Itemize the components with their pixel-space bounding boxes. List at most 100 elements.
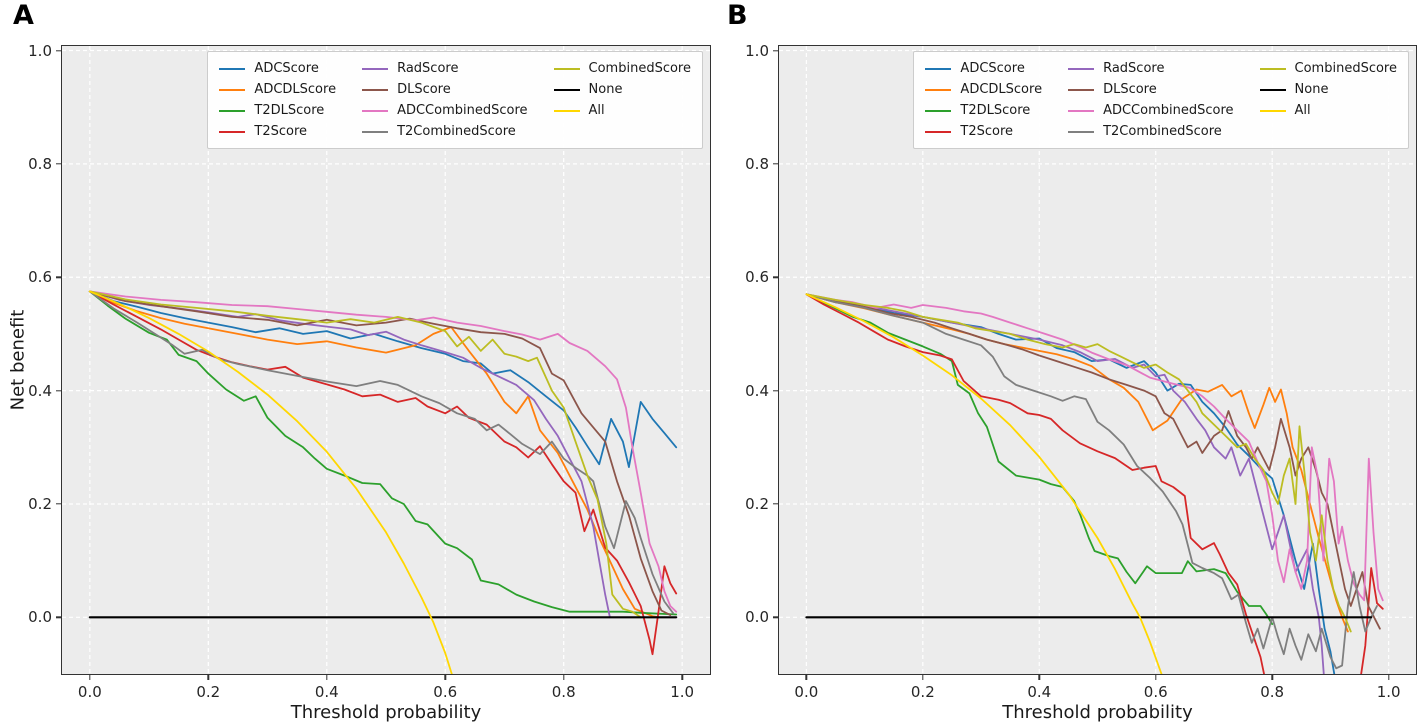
x-tick-label: 1.0	[670, 683, 695, 701]
legend-swatch-DLScore	[362, 88, 389, 91]
legend-swatch-T2DLScore	[219, 109, 246, 112]
legend-item-T2Score: T2Score	[925, 124, 1042, 139]
legend-swatch-All	[1259, 109, 1286, 112]
legend-item-ADCDLScore: ADCDLScore	[219, 82, 336, 97]
x-tick-label: 0.4	[314, 683, 339, 701]
legend-label: RadScore	[397, 61, 459, 76]
x-tick	[326, 675, 328, 680]
legend-swatch-DLScore	[1068, 88, 1095, 91]
legend-label: CombinedScore	[588, 61, 691, 76]
x-tick	[207, 675, 209, 680]
y-tick	[773, 389, 778, 392]
legend-item-DLScore: DLScore	[362, 82, 527, 97]
legend-item-T2DLScore: T2DLScore	[219, 103, 336, 118]
legend-label: DLScore	[1103, 82, 1157, 97]
legend-label: ADCDLScore	[960, 82, 1043, 97]
y-tick-label: 1.0	[745, 41, 769, 60]
legend-a: ADCScore ADCDLScore T2DLScore T2Score RadSco…	[207, 51, 703, 149]
legend-item-T2CombinedScore: T2CombinedScore	[1068, 124, 1233, 139]
y-tick-label: 0.8	[28, 154, 52, 173]
plot-svg-A	[62, 46, 710, 674]
legend-label: ADCCombinedScore	[397, 103, 528, 118]
x-tick-label: 0.2	[910, 683, 935, 701]
x-tick	[1155, 675, 1157, 680]
y-tick-label: 0.4	[745, 381, 769, 400]
legend-swatch-ADCScore	[219, 67, 246, 70]
series-T2Score	[805, 293, 1384, 674]
x-tick-label: 0.6	[433, 683, 458, 701]
series-All	[88, 290, 453, 674]
y-tick	[56, 276, 61, 278]
series-T2Score	[88, 290, 678, 656]
legend-label: T2DLScore	[254, 103, 325, 118]
legend-item-CombinedScore: CombinedScore	[1259, 61, 1397, 76]
legend-b: ADCScore ADCDLScore T2DLScore T2Score RadSco…	[913, 51, 1409, 149]
legend-item-None: None	[1259, 82, 1397, 97]
legend-item-ADCCombinedScore: ADCCombinedScore	[1068, 103, 1234, 118]
x-tick	[1387, 675, 1390, 680]
x-tick	[922, 675, 924, 680]
legend-label: All	[1294, 103, 1311, 118]
series-T2CombinedScore	[805, 293, 1378, 670]
y-tick	[773, 276, 778, 278]
legend-swatch-ADCScore	[925, 67, 952, 70]
series-CombinedScore	[88, 290, 642, 619]
x-tick-label: 0.6	[1143, 683, 1168, 701]
x-axis-label-a: Threshold probability	[290, 702, 482, 723]
y-tick-label: 0.8	[745, 154, 769, 173]
legend-item-All: All	[1259, 103, 1397, 118]
y-tick	[773, 163, 778, 165]
x-tick	[89, 675, 91, 680]
legend-label: CombinedScore	[1294, 61, 1397, 76]
x-tick-label: 1.0	[1376, 683, 1401, 701]
series-ADCScore	[88, 290, 678, 469]
y-axis-label-a: Net benefit	[7, 309, 29, 411]
legend-item-RadScore: RadScore	[1068, 61, 1233, 76]
x-tick	[805, 675, 808, 680]
series-T2DLScore	[88, 290, 678, 616]
y-tick	[773, 616, 778, 619]
panel-a-letter: A	[13, 0, 34, 31]
legend-swatch-All	[553, 109, 580, 112]
legend-label: DLScore	[397, 82, 451, 97]
legend-item-All: All	[553, 103, 691, 118]
legend-swatch-ADCDLScore	[925, 88, 952, 91]
x-tick-label: 0.2	[196, 683, 221, 701]
y-tick-label: 0.0	[745, 608, 769, 627]
series-DLScore	[805, 293, 1381, 630]
legend-label: RadScore	[1103, 61, 1165, 76]
x-tick	[1271, 675, 1273, 680]
legend-label: None	[588, 82, 623, 97]
legend-label: T2DLScore	[960, 103, 1031, 118]
legend-swatch-CombinedScore	[1259, 67, 1286, 70]
plot-svg-B	[779, 46, 1416, 674]
legend-item-ADCScore: ADCScore	[219, 61, 336, 76]
x-tick	[562, 675, 565, 680]
x-tick-label: 0.0	[77, 683, 102, 701]
legend-swatch-T2Score	[925, 130, 952, 133]
legend-swatch-CombinedScore	[553, 67, 580, 70]
y-tick	[773, 503, 778, 505]
plot-area-b: Threshold probability ADCScore ADCDLScore…	[745, 42, 1417, 723]
y-tick-label: 1.0	[28, 41, 52, 60]
y-tick-label: 0.6	[28, 268, 52, 287]
series-ADCDLScore	[88, 290, 660, 619]
series-All	[805, 293, 1163, 674]
x-tick	[1038, 675, 1040, 680]
x-axis-label-b: Threshold probability	[1002, 702, 1193, 723]
legend-swatch-None	[1259, 88, 1286, 91]
legend-label: All	[588, 103, 605, 118]
legend-swatch-T2DLScore	[925, 109, 952, 112]
legend-item-ADCDLScore: ADCDLScore	[925, 82, 1042, 97]
legend-label: ADCCombinedScore	[1103, 103, 1234, 118]
y-tick-label: 0.0	[28, 608, 52, 627]
legend-item-T2CombinedScore: T2CombinedScore	[362, 124, 527, 139]
legend-swatch-T2CombinedScore	[1068, 130, 1095, 133]
legend-swatch-ADCCombinedScore	[362, 109, 389, 112]
legend-label: T2CombinedScore	[397, 124, 516, 139]
series-DLScore	[88, 290, 672, 616]
x-tick	[444, 675, 446, 680]
legend-label: T2CombinedScore	[1103, 124, 1222, 139]
y-tick-label: 0.6	[745, 268, 769, 287]
